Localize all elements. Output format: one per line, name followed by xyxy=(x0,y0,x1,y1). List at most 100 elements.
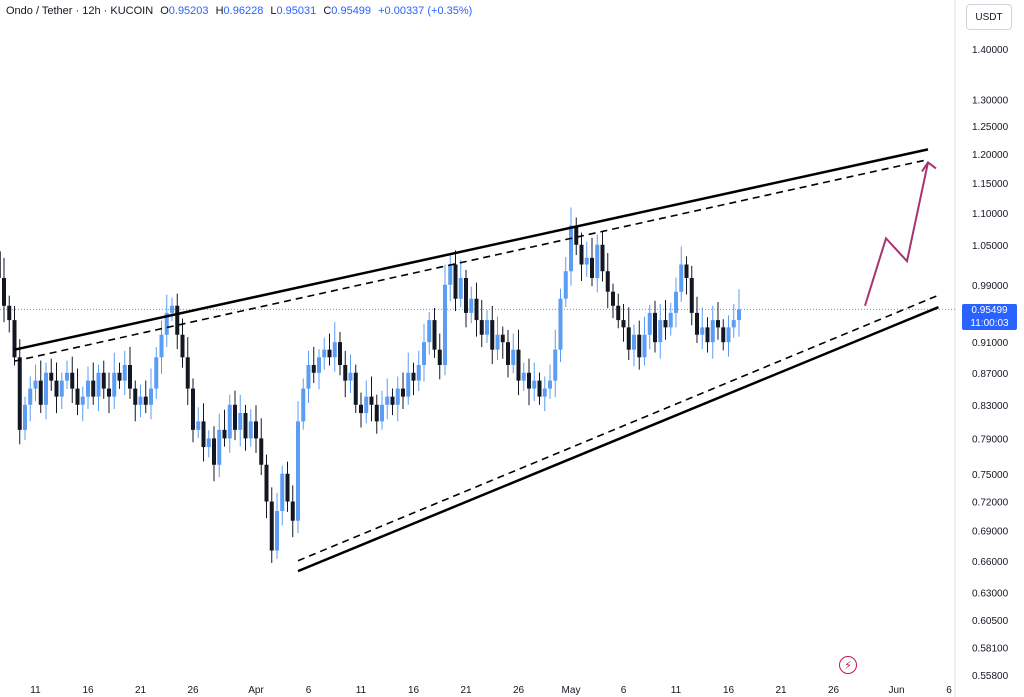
candle-body xyxy=(290,501,295,521)
candle-body xyxy=(726,327,731,343)
y-tick-label: 0.75000 xyxy=(972,470,1009,481)
candle-body xyxy=(317,357,321,373)
candle-body xyxy=(96,372,101,397)
trendline-dashed xyxy=(297,294,939,562)
candle-body xyxy=(495,334,500,350)
candle-body xyxy=(611,291,615,306)
candle-body xyxy=(605,271,610,292)
candle-body xyxy=(133,388,138,405)
candle-body xyxy=(731,320,736,328)
candle-body xyxy=(301,388,306,422)
candle-body xyxy=(28,388,33,405)
y-tick-label: 0.83000 xyxy=(972,401,1009,412)
candle-body xyxy=(600,244,605,272)
candle-body xyxy=(280,473,285,512)
candle-body xyxy=(506,342,510,365)
candle-body xyxy=(159,334,164,358)
candle-body xyxy=(416,364,421,381)
y-tick-label: 1.05000 xyxy=(972,241,1009,252)
candle-body xyxy=(679,264,684,292)
candle-body xyxy=(663,320,668,328)
candle-body xyxy=(107,388,111,397)
y-tick-label: 0.79000 xyxy=(972,434,1009,445)
candle-body xyxy=(65,372,69,381)
y-tick-label: 1.40000 xyxy=(972,45,1009,56)
candle-body xyxy=(264,464,269,502)
candle-body xyxy=(553,349,558,381)
candle-body xyxy=(521,372,526,381)
candle-body xyxy=(527,372,531,389)
y-tick-label: 0.87000 xyxy=(972,369,1009,380)
candle-body xyxy=(737,309,741,321)
candle-body xyxy=(7,305,12,321)
candle-body xyxy=(206,438,211,448)
candle-body xyxy=(0,251,1,278)
candle-body xyxy=(248,421,253,439)
candle-body xyxy=(227,404,232,439)
candle-body xyxy=(175,305,180,335)
low-value: 0.95031 xyxy=(276,5,317,17)
trendline-solid xyxy=(297,306,939,573)
candle-body xyxy=(574,225,579,245)
symbol-title[interactable]: Ondo / Tether · 12h · KUCOIN xyxy=(6,5,154,17)
high-label: H xyxy=(215,5,224,17)
candle-body xyxy=(485,320,489,335)
flash-icon[interactable]: ⚡︎ xyxy=(839,656,857,674)
close-label: C xyxy=(323,5,332,17)
candle-body xyxy=(626,327,631,350)
candle-body xyxy=(164,312,169,335)
candle-body xyxy=(80,396,85,405)
candle-body xyxy=(490,320,495,350)
candle-body xyxy=(432,320,437,350)
low-label: L xyxy=(270,5,277,17)
x-tick-label: 11 xyxy=(30,685,41,696)
candle-body xyxy=(54,380,59,397)
y-tick-label: 0.66000 xyxy=(972,557,1009,568)
x-tick-label: Jun xyxy=(888,685,904,696)
candle-body xyxy=(233,404,237,430)
candle-body xyxy=(112,372,117,397)
candle-body xyxy=(658,320,663,343)
candle-body xyxy=(700,327,705,335)
candle-body xyxy=(12,320,17,358)
candle-body xyxy=(385,396,390,405)
candle-body xyxy=(117,372,122,381)
candle-body xyxy=(390,396,395,405)
candle-body xyxy=(238,413,243,430)
candle-body xyxy=(306,364,311,389)
x-tick-label: 6 xyxy=(306,685,312,696)
candle-body xyxy=(322,349,327,358)
y-tick-label: 0.55800 xyxy=(972,671,1009,682)
candle-body xyxy=(632,334,636,350)
candle-body xyxy=(579,244,584,265)
candle-body xyxy=(380,404,384,422)
candle-body xyxy=(474,298,479,321)
x-tick-label: 16 xyxy=(82,685,94,696)
x-tick-label: 26 xyxy=(187,685,199,696)
candle-body xyxy=(143,396,148,405)
chart-legend: Ondo / Tether · 12h · KUCOIN O0.95203 H0… xyxy=(6,5,472,17)
change-value: +0.00337 (+0.35%) xyxy=(378,5,473,17)
trendline-dashed xyxy=(14,158,929,362)
candle-body xyxy=(70,372,75,389)
candle-body xyxy=(422,342,426,365)
candle-body xyxy=(49,372,54,381)
candle-body xyxy=(668,312,673,328)
candle-body xyxy=(180,334,185,358)
candle-body xyxy=(590,257,594,278)
candle-body xyxy=(448,264,453,285)
candle-body xyxy=(427,320,432,343)
projection-arrowhead xyxy=(921,161,937,173)
candle-body xyxy=(464,277,468,313)
candle-body xyxy=(33,380,38,389)
high-value: 0.96228 xyxy=(223,5,264,17)
candle-body xyxy=(511,349,516,365)
last-price-value: 0.95499 xyxy=(971,305,1008,316)
candle-body xyxy=(217,429,222,465)
currency-selector[interactable]: USDT xyxy=(966,4,1012,30)
candle-body xyxy=(621,320,626,328)
candle-body xyxy=(23,404,27,430)
candle-body xyxy=(479,320,484,335)
candle-body xyxy=(684,264,689,278)
